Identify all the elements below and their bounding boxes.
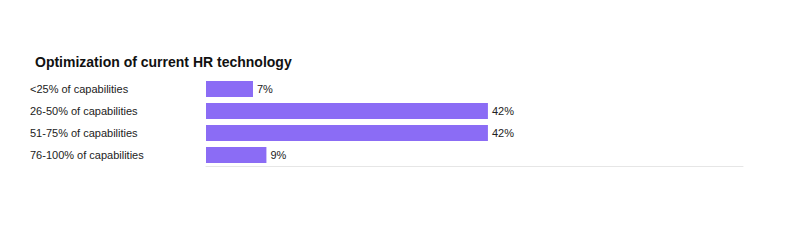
svg-text:7%: 7% — [257, 83, 273, 95]
svg-text:51-75% of capabilities: 51-75% of capabilities — [30, 127, 138, 139]
svg-text:<25% of capabilities: <25% of capabilities — [30, 83, 129, 95]
svg-text:42%: 42% — [492, 127, 514, 139]
svg-text:Optimization of current HR tec: Optimization of current HR technology — [35, 54, 292, 70]
svg-text:26-50% of capabilities: 26-50% of capabilities — [30, 105, 138, 117]
svg-text:76-100% of capabilities: 76-100% of capabilities — [30, 149, 144, 161]
svg-text:42%: 42% — [492, 105, 514, 117]
svg-text:9%: 9% — [270, 149, 286, 161]
